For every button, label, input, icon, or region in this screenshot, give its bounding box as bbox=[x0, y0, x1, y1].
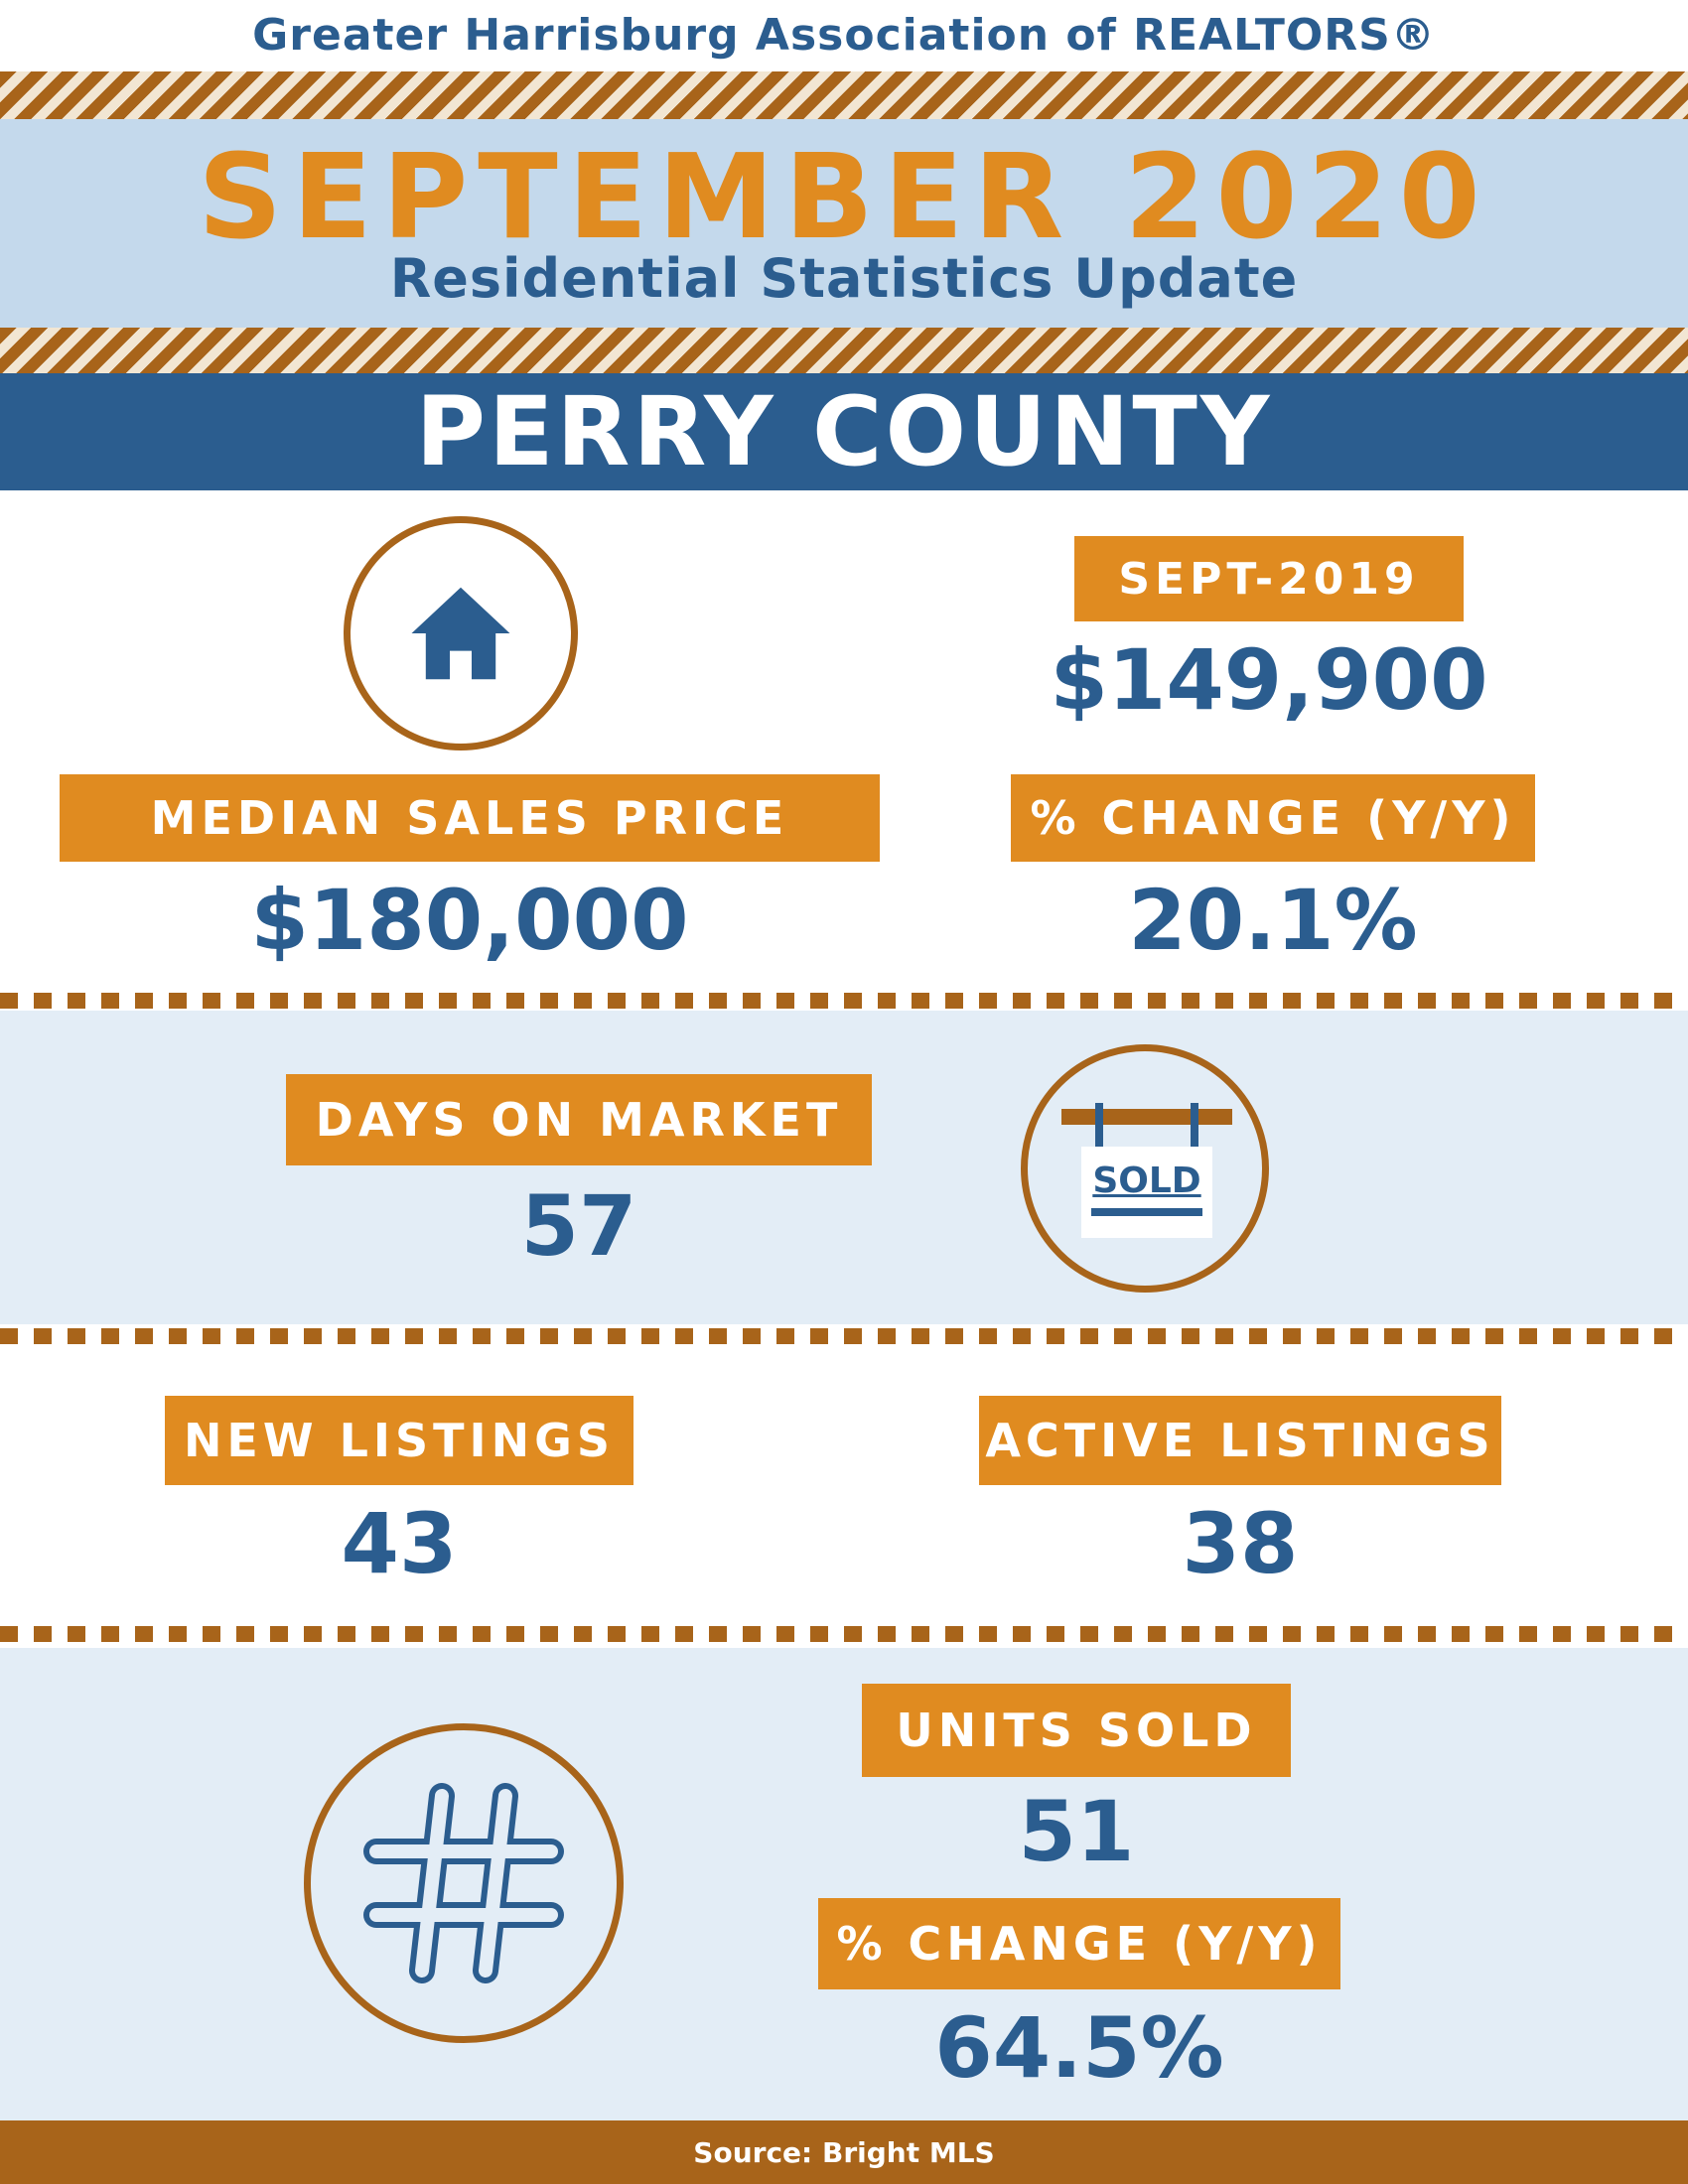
sold-sign-text: SOLD bbox=[1092, 1160, 1201, 1201]
price-change-value: 20.1% bbox=[1128, 872, 1418, 969]
prior-year-label: SEPT-2019 bbox=[1074, 536, 1464, 621]
hashtag-icon-circle bbox=[304, 1723, 624, 2043]
new-listings-value: 43 bbox=[341, 1495, 458, 1592]
prior-year-value: $149,900 bbox=[1050, 631, 1488, 729]
units-sold-label: UNITS SOLD bbox=[862, 1684, 1291, 1777]
units-sold-value: 51 bbox=[1018, 1783, 1135, 1880]
dotted-divider-3 bbox=[0, 1626, 1688, 1642]
sold-sign-circle: SOLD bbox=[1021, 1044, 1269, 1293]
days-on-market-section bbox=[0, 1011, 1688, 1324]
price-change-label: % CHANGE (Y/Y) bbox=[1011, 774, 1535, 862]
units-change-value: 64.5% bbox=[934, 1999, 1224, 2097]
units-change-label: % CHANGE (Y/Y) bbox=[818, 1898, 1340, 1989]
source-footer: Source: Bright MLS bbox=[0, 2120, 1688, 2184]
active-listings-label: ACTIVE LISTINGS bbox=[979, 1396, 1501, 1485]
median-sales-price-label: MEDIAN SALES PRICE bbox=[60, 774, 880, 862]
striped-divider-bottom bbox=[0, 328, 1688, 375]
median-sales-price-value: $180,000 bbox=[250, 872, 689, 969]
sold-sign-icon bbox=[1061, 1103, 1232, 1238]
active-listings-value: 38 bbox=[1182, 1495, 1299, 1592]
hashtag-icon bbox=[363, 1783, 564, 1983]
new-listings-label: NEW LISTINGS bbox=[165, 1396, 633, 1485]
units-sold-section bbox=[0, 1648, 1688, 2120]
striped-divider-top bbox=[0, 71, 1688, 119]
report-subtitle: Residential Statistics Update bbox=[389, 246, 1299, 310]
house-icon bbox=[411, 587, 510, 680]
days-on-market-label: DAYS ON MARKET bbox=[286, 1074, 872, 1165]
report-title: SEPTEMBER 2020 bbox=[198, 128, 1490, 265]
dotted-divider-2 bbox=[0, 1328, 1688, 1344]
organization-name: Greater Harrisburg Association of REALTO… bbox=[252, 9, 1436, 61]
house-icon-circle bbox=[344, 516, 578, 751]
days-on-market-value: 57 bbox=[520, 1177, 637, 1275]
county-banner: PERRY COUNTY bbox=[0, 373, 1688, 490]
title-band bbox=[0, 119, 1688, 330]
dotted-divider-1 bbox=[0, 993, 1688, 1009]
